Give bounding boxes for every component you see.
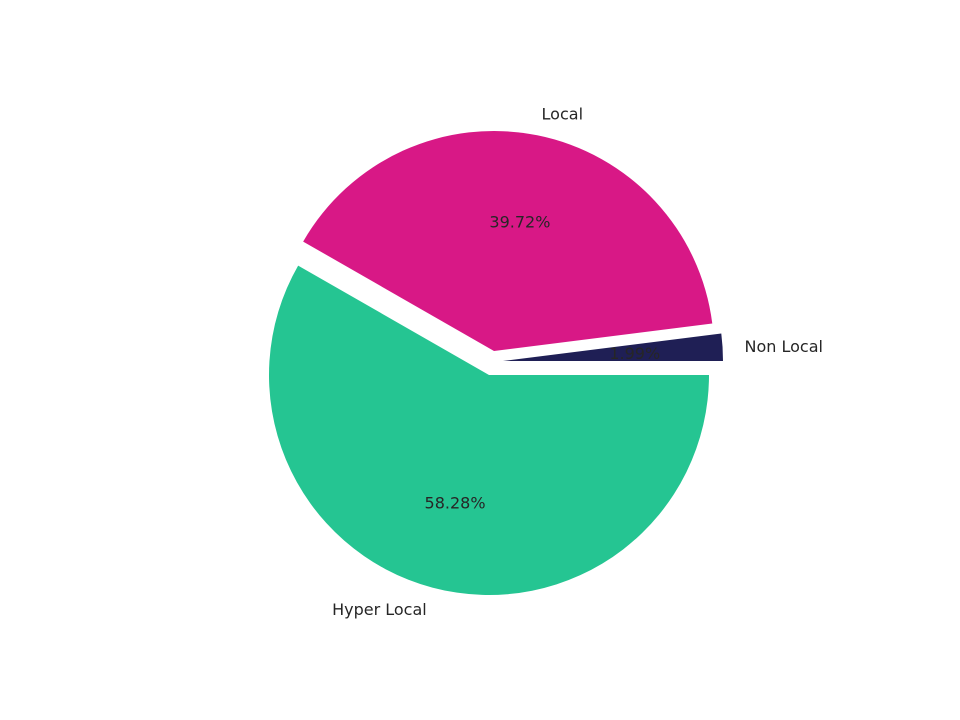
category-label-hyper-local: Hyper Local (332, 600, 427, 619)
category-label-local: Local (542, 105, 583, 124)
percent-label-hyper-local: 58.28% (425, 494, 486, 513)
wedge-hyper-local (268, 265, 709, 596)
pie-wedges (268, 131, 723, 596)
percent-label-local: 39.72% (489, 213, 550, 232)
wedge-non-local (503, 333, 723, 361)
wedge-local (303, 131, 713, 351)
percent-label-non-local: 1.99% (609, 344, 660, 363)
category-label-non-local: Non Local (745, 337, 823, 356)
pie-labels: Non Local 1.99% Local 39.72% Hyper Local 58.2… (332, 105, 823, 619)
